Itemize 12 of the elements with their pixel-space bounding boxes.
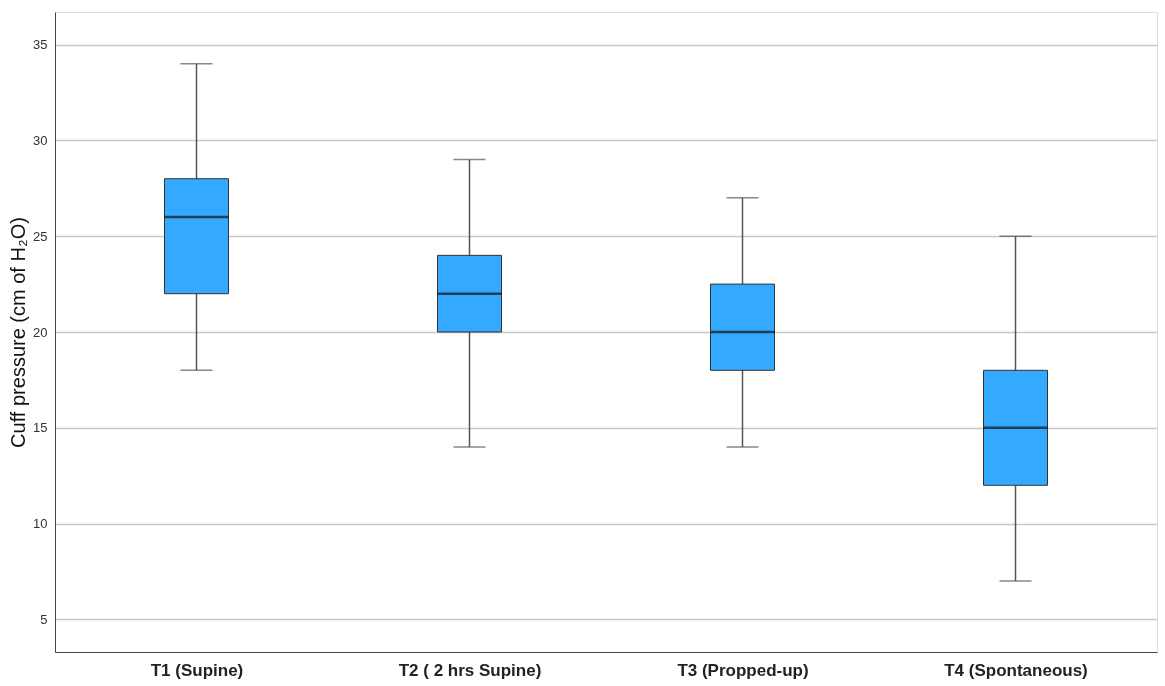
y-tick-label: 20 [33,324,48,340]
x-tick-label: T4 (Spontaneous) [944,660,1088,680]
y-tick-label: 30 [33,132,48,148]
x-tick-label: T2 ( 2 hrs Supine) [398,660,542,680]
x-tick-label: T1 (Supine) [150,660,244,680]
x-tick-label: T3 (Propped-up) [677,660,809,680]
y-tick-label: 15 [33,420,48,436]
y-tick-label: 5 [40,611,48,627]
y-tick-label: 10 [33,516,48,532]
y-axis-title: Cuff pressure (cm of H₂O) [7,217,30,448]
y-tick-label: 25 [33,228,48,244]
y-tick-label: 35 [33,37,48,53]
